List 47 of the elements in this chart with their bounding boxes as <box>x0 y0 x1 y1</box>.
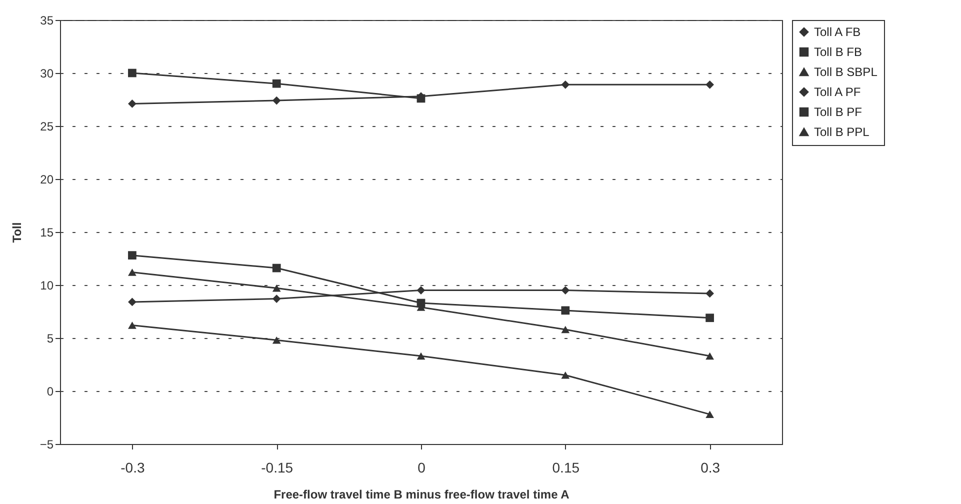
x-tick-label: 0.15 <box>552 460 580 476</box>
point <box>128 68 136 78</box>
point <box>561 286 570 294</box>
x-tick-label: -0.3 <box>120 460 145 476</box>
point <box>561 371 570 379</box>
y-tick-label: 25 <box>40 120 54 134</box>
legend-label: Toll B PPL <box>814 125 870 139</box>
point <box>128 100 136 108</box>
point <box>272 264 281 272</box>
legend-label: Toll A FB <box>814 25 861 39</box>
point <box>128 268 136 276</box>
point <box>272 284 281 292</box>
x-tick-label: 0.3 <box>700 460 720 476</box>
y-tick-label: 30 <box>40 66 54 80</box>
point <box>561 80 570 89</box>
y-tick-label: 10 <box>40 278 54 292</box>
y-tick-label: 5 <box>46 332 54 346</box>
point <box>272 294 281 303</box>
point <box>128 298 136 306</box>
legend-label: Toll B FB <box>814 45 862 59</box>
point <box>416 352 426 360</box>
legend-label: Toll B SBPL <box>814 65 878 79</box>
y-axis-title: Toll <box>10 222 24 243</box>
y-tick-label: −5 <box>40 438 54 452</box>
point <box>416 94 426 103</box>
point <box>128 251 136 260</box>
point <box>272 96 281 105</box>
point <box>706 289 714 298</box>
point <box>561 306 570 315</box>
point <box>706 80 714 89</box>
y-tick-label: 20 <box>40 172 54 186</box>
x-tick-label: -0.15 <box>261 460 294 476</box>
point <box>416 286 426 294</box>
point <box>128 322 136 329</box>
point <box>272 336 281 344</box>
y-tick-label: 15 <box>40 226 54 240</box>
point <box>706 314 714 322</box>
legend-label: Toll B PF <box>814 105 862 119</box>
legend-label: Toll A PF <box>814 85 861 99</box>
x-tick-label: 0 <box>418 460 426 476</box>
point <box>706 352 714 360</box>
x-axis-title: Free-flow travel time B minus free-flow travel time A <box>274 488 570 502</box>
y-tick-label: 0 <box>46 384 54 398</box>
point <box>561 326 570 334</box>
point <box>706 410 714 418</box>
y-tick-label: 35 <box>40 14 54 28</box>
point <box>272 79 281 88</box>
